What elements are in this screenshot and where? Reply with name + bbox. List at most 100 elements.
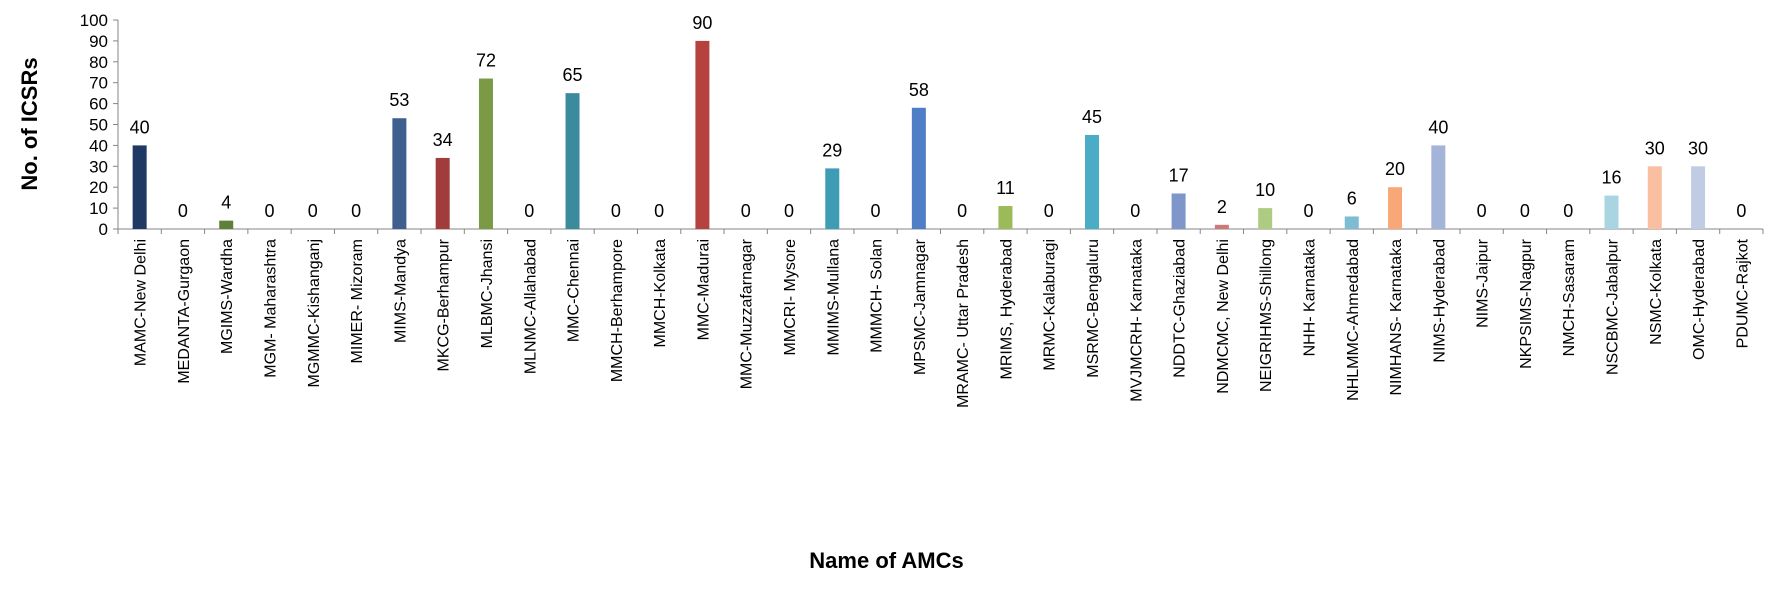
x-tick-label: NDMCMC, New Delhi <box>1215 239 1232 394</box>
data-label: 0 <box>957 201 967 221</box>
x-tick-label: MMMCH- Solan <box>869 239 886 353</box>
y-axis-title: No. of ICSRs <box>17 57 42 191</box>
data-label: 0 <box>178 201 188 221</box>
x-tick-label: NHH- Karnataka <box>1301 239 1318 356</box>
data-label: 65 <box>563 65 583 85</box>
x-tick-label: MLNMC-Allahabad <box>522 239 539 374</box>
data-label: 11 <box>996 178 1015 198</box>
data-label: 29 <box>822 140 842 160</box>
bar <box>565 93 580 230</box>
x-tick-label: NIMS-Jaipur <box>1475 238 1492 328</box>
bar <box>478 78 493 230</box>
data-label: 17 <box>1169 165 1189 185</box>
bar <box>435 157 450 229</box>
data-label: 0 <box>1130 201 1140 221</box>
bar <box>1258 208 1273 229</box>
data-label: 58 <box>909 80 929 100</box>
data-label: 30 <box>1645 138 1665 158</box>
data-label: 0 <box>611 201 621 221</box>
x-tick-label: NDDTC-Ghaziabad <box>1172 239 1189 378</box>
bar <box>1214 224 1229 229</box>
x-tick-label: NSMC-Kolkata <box>1648 239 1665 345</box>
x-tick-label: MVJMCRH- Karnataka <box>1128 239 1145 402</box>
data-label: 0 <box>265 201 275 221</box>
x-tick-label: MPSMC-Jamnagar <box>912 238 929 375</box>
bar <box>998 206 1013 229</box>
data-label: 90 <box>692 13 712 33</box>
bar <box>695 40 710 230</box>
x-tick-label: MAMC-New Delhi <box>133 239 150 366</box>
x-tick-label: NKPSIMS-Nagpur <box>1518 238 1535 368</box>
x-tick-label: PDUMC-Rajkot <box>1734 238 1751 348</box>
x-tick-label: NMCH-Sasaram <box>1561 239 1578 356</box>
x-tick-label: MMC-Madurai <box>695 239 712 340</box>
bar <box>1388 187 1403 229</box>
x-tick-label: MKCG-Berhampur <box>436 238 453 371</box>
x-tick-label: MMIMS-Mullana <box>825 239 842 356</box>
data-label: 4 <box>221 193 231 213</box>
x-tick-label: NIMS-Hyderabad <box>1431 239 1448 363</box>
x-tick-label: MMCH-Berhampore <box>609 239 626 382</box>
bar <box>1085 134 1100 229</box>
x-tick-label: NIMHANS- Karnataka <box>1388 239 1405 396</box>
x-tick-label: NEIGRIHMS-Shillong <box>1258 239 1275 392</box>
y-tick-label: 100 <box>80 11 108 30</box>
data-label: 40 <box>1428 117 1448 137</box>
x-tick-label: MGIMS-Wardha <box>219 239 236 354</box>
y-tick-label: 40 <box>89 136 108 155</box>
bar <box>911 107 926 229</box>
x-tick-label: MMC-Muzzafarnagar <box>739 238 756 389</box>
data-label: 0 <box>1563 201 1573 221</box>
x-axis-title: Name of AMCs <box>809 548 964 573</box>
data-label: 0 <box>351 201 361 221</box>
x-tick-label: MLBMC-Jhansi <box>479 239 496 348</box>
bar <box>392 118 407 229</box>
data-label: 2 <box>1217 197 1227 217</box>
data-label: 20 <box>1385 159 1405 179</box>
x-tick-label: MMCH-Kolkata <box>652 239 669 348</box>
y-tick-label: 90 <box>89 32 108 51</box>
bar <box>132 145 147 229</box>
x-tick-label: MGM- Maharashtra <box>263 239 280 378</box>
data-label: 0 <box>784 201 794 221</box>
data-label: 0 <box>524 201 534 221</box>
y-tick-label: 80 <box>89 53 108 72</box>
data-label: 40 <box>130 117 150 137</box>
y-tick-label: 70 <box>89 74 108 93</box>
y-tick-label: 60 <box>89 95 108 114</box>
x-tick-label: NHLMMC-Ahmedabad <box>1345 239 1362 401</box>
y-tick-label: 0 <box>99 220 108 239</box>
x-tick-label: NSCBMC-Jabalpur <box>1604 238 1621 375</box>
data-label: 0 <box>308 201 318 221</box>
data-label: 0 <box>1477 201 1487 221</box>
x-tick-label: MRMC-Kalaburagi <box>1042 239 1059 371</box>
data-label: 16 <box>1601 168 1621 188</box>
y-tick-label: 20 <box>89 178 108 197</box>
data-label: 72 <box>476 51 496 71</box>
bar <box>1431 145 1446 229</box>
y-tick-label: 10 <box>89 199 108 218</box>
bar-series <box>132 40 1706 230</box>
data-label: 0 <box>741 201 751 221</box>
data-label: 53 <box>389 90 409 110</box>
data-label: 6 <box>1347 188 1357 208</box>
data-label: 0 <box>654 201 664 221</box>
x-tick-label: MIMS-Mandya <box>392 239 409 343</box>
x-tick-label: MMC-Chennai <box>566 239 583 342</box>
data-label: 30 <box>1688 138 1708 158</box>
bar <box>1604 195 1619 229</box>
x-axis-tick-labels: MAMC-New Delhi MEDANTA-Gurgaon MGIMS-Wardh… <box>133 238 1752 408</box>
data-label: 45 <box>1082 107 1102 127</box>
bar <box>219 220 234 229</box>
x-tick-label: MIMER- Mizoram <box>349 239 366 363</box>
x-tick-label: OMC-Hyderabad <box>1691 239 1708 360</box>
bar <box>825 168 840 229</box>
x-tick-label: MGMMC-Kishanganj <box>306 239 323 387</box>
data-label: 0 <box>1520 201 1530 221</box>
x-tick-label: MEDANTA-Gurgaon <box>176 239 193 384</box>
bar <box>1647 166 1662 229</box>
data-label: 10 <box>1255 180 1275 200</box>
